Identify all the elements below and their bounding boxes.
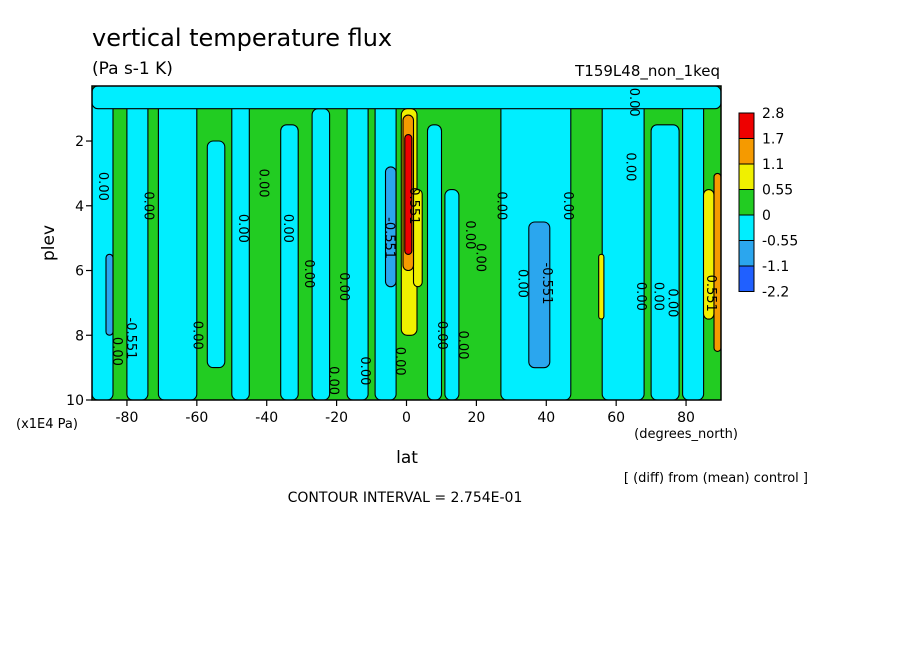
- contour-region-13: [650, 124, 680, 400]
- contour-labels: 0.000.000.00-0.551 0.000.000.000.000.000.…: [95, 88, 718, 395]
- contour-label-18: 0.00: [472, 243, 487, 272]
- contour-label-11: 0.00: [357, 356, 372, 385]
- colorbar-swatch-2: [738, 163, 755, 190]
- plot-area: 0.000.000.00-0.551 0.000.000.000.000.000.…: [91, 85, 722, 401]
- contour-region-18: [105, 253, 114, 336]
- x-axis-label: lat: [396, 448, 418, 468]
- contour-label-8: 0.00: [301, 259, 316, 288]
- x-tick-label-3: -20: [325, 410, 348, 426]
- contour-label-27: 0.00: [665, 288, 680, 317]
- colorbar-swatch-6: [738, 265, 755, 292]
- colorbar-label-2: 1.1: [762, 157, 784, 173]
- contour-label-14: 0.00: [392, 347, 407, 376]
- contour-label-10: 0.00: [336, 272, 351, 301]
- y-tick-label-0: 2: [75, 134, 84, 150]
- y-axis-label: plev: [39, 225, 59, 261]
- contour-region-2: [157, 91, 198, 400]
- contour-region-9: [426, 124, 443, 400]
- contour-label-24: 0.00: [626, 88, 641, 117]
- run-label: T159L48_non_1keq: [574, 62, 720, 81]
- x-tick-label-7: 60: [607, 410, 625, 426]
- y-units-label: (x1E4 Pa): [16, 417, 78, 432]
- colorbar-swatch-0: [738, 112, 755, 139]
- contour-region-1: [126, 86, 149, 400]
- contour-label-28: 0.551: [703, 275, 718, 312]
- contour-label-1: 0.00: [140, 191, 155, 220]
- colorbar-label-3: 0.55: [762, 183, 793, 199]
- colorbar-label-4: 0: [762, 208, 771, 224]
- contour-fills: [92, 86, 721, 400]
- contour-label-7: 0.00: [280, 214, 295, 243]
- colorbar-swatch-3: [738, 189, 755, 216]
- contour-interval: CONTOUR INTERVAL = 2.754E-01: [288, 490, 523, 506]
- contour-label-15: 0.00: [434, 321, 449, 350]
- contour-region-25: [713, 172, 721, 352]
- x-tick-label-2: -40: [255, 410, 278, 426]
- x-tick-label-8: 80: [677, 410, 695, 426]
- y-tick-label-2: 6: [75, 264, 84, 280]
- contour-region-22: [404, 134, 413, 255]
- contour-label-20: 0.00: [514, 269, 529, 298]
- contour-label-26: 0.00: [651, 282, 666, 311]
- contour-region-12: [601, 101, 645, 400]
- contour-region-4: [231, 95, 250, 400]
- contour-label-23: 0.00: [623, 152, 638, 181]
- contour-label-4: 0.00: [189, 321, 204, 350]
- contour-region-14: [682, 86, 705, 400]
- colorbar-label-0: 2.8: [762, 106, 784, 122]
- x-units-label: (degrees_north): [634, 427, 738, 442]
- colorbar-swatch-5: [738, 240, 755, 267]
- contour-region-6: [311, 108, 331, 400]
- colorbar-label-1: 1.7: [762, 132, 784, 148]
- contour-label-12: -0.551: [382, 217, 397, 259]
- x-tick-label-4: 0: [402, 410, 411, 426]
- colorbar: 2.8 1.7 1.1 0.55 0 -0.55 -1.1 -2.2: [738, 106, 798, 301]
- contour-region-23: [598, 253, 605, 320]
- colorbar-swatch-4: [738, 214, 755, 241]
- colorbar-label-7: -2.2: [762, 285, 789, 301]
- colorbar-label-6: -1.1: [762, 259, 789, 275]
- contour-label-5: 0.00: [235, 214, 250, 243]
- contour-label-22: 0.00: [560, 191, 575, 220]
- y-axis-ticks: 2 4 6 8 10: [66, 134, 92, 409]
- contour-label-25: 0.00: [633, 282, 648, 311]
- y-tick-label-4: 10: [66, 393, 84, 409]
- chart-units: (Pa s-1 K): [92, 59, 173, 79]
- chart-title: vertical temperature flux: [92, 24, 392, 52]
- contour-label-9: 0.00: [326, 366, 341, 395]
- contour-region-16: [384, 166, 397, 288]
- contour-region-7: [346, 91, 369, 400]
- contour-label-3: -0.551: [123, 318, 138, 360]
- x-tick-label-5: 20: [467, 410, 485, 426]
- contour-region-10: [444, 189, 460, 400]
- contour-region-17: [528, 221, 551, 369]
- contour-label-13: 0.551: [406, 187, 421, 224]
- contour-label-16: 0.00: [455, 331, 470, 360]
- colorbar-label-5: -0.55: [762, 234, 798, 250]
- contour-region-3: [206, 140, 226, 369]
- x-tick-label-0: -80: [116, 410, 139, 426]
- x-tick-label-1: -60: [185, 410, 208, 426]
- contour-label-19: 0.00: [493, 191, 508, 220]
- contour-label-17: 0.00: [462, 220, 477, 249]
- y-tick-label-3: 8: [75, 328, 84, 344]
- diff-note: [ (diff) from (mean) control ]: [624, 471, 808, 486]
- contour-label-6: 0.00: [256, 169, 271, 198]
- y-tick-label-1: 4: [75, 199, 84, 215]
- x-axis-ticks: -80 -60 -40 -20 0 20 40 60 80: [116, 400, 695, 426]
- colorbar-swatch-1: [738, 138, 755, 165]
- contour-label-2: 0.00: [109, 337, 124, 366]
- contour-label-21: -0.551: [539, 263, 554, 305]
- contour-region-5: [280, 124, 299, 400]
- contour-label-0: 0.00: [95, 172, 110, 201]
- x-tick-label-6: 40: [537, 410, 555, 426]
